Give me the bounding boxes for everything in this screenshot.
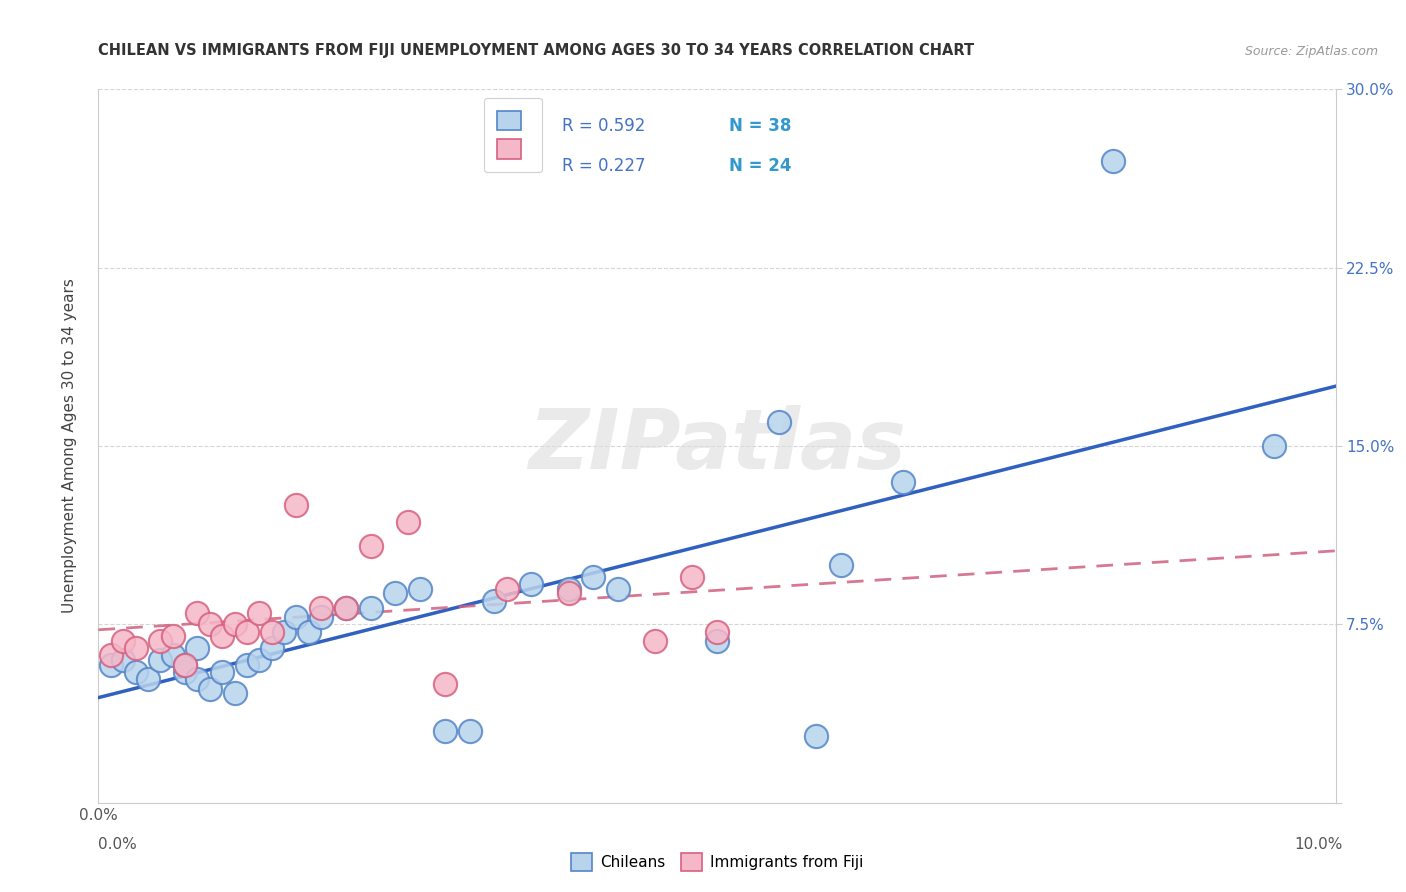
Point xyxy=(706,634,728,648)
Text: R = 0.227: R = 0.227 xyxy=(562,157,645,175)
Point xyxy=(186,672,208,686)
Point xyxy=(607,582,630,596)
Point xyxy=(458,724,481,739)
Point xyxy=(681,570,703,584)
Point xyxy=(247,606,270,620)
Point xyxy=(211,665,233,679)
Point xyxy=(162,648,184,663)
Point xyxy=(335,600,357,615)
Point xyxy=(520,577,543,591)
Text: 10.0%: 10.0% xyxy=(1295,837,1343,852)
Point xyxy=(112,653,135,667)
Point xyxy=(162,629,184,643)
Text: CHILEAN VS IMMIGRANTS FROM FIJI UNEMPLOYMENT AMONG AGES 30 TO 34 YEARS CORRELATI: CHILEAN VS IMMIGRANTS FROM FIJI UNEMPLOY… xyxy=(98,43,974,58)
Point xyxy=(236,624,259,639)
Point xyxy=(198,681,221,696)
Point xyxy=(186,641,208,656)
Point xyxy=(236,657,259,672)
Point xyxy=(149,634,172,648)
Point xyxy=(174,665,197,679)
Point xyxy=(335,600,357,615)
Point xyxy=(706,624,728,639)
Point xyxy=(309,610,332,624)
Point xyxy=(211,629,233,643)
Point xyxy=(273,624,295,639)
Point xyxy=(224,617,246,632)
Point xyxy=(557,586,579,600)
Point xyxy=(768,415,790,429)
Text: 0.0%: 0.0% xyxy=(98,837,138,852)
Point xyxy=(495,582,517,596)
Legend: Chileans, Immigrants from Fiji: Chileans, Immigrants from Fiji xyxy=(565,847,869,877)
Point xyxy=(260,624,283,639)
Point xyxy=(174,657,197,672)
Point xyxy=(224,686,246,700)
Text: Source: ZipAtlas.com: Source: ZipAtlas.com xyxy=(1244,45,1378,58)
Point xyxy=(124,665,146,679)
Point xyxy=(1263,439,1285,453)
Text: N = 24: N = 24 xyxy=(730,157,792,175)
Point xyxy=(891,475,914,489)
Text: R = 0.592: R = 0.592 xyxy=(562,118,645,136)
Point xyxy=(100,657,122,672)
Point xyxy=(360,539,382,553)
Point xyxy=(124,641,146,656)
Point xyxy=(557,582,579,596)
Point xyxy=(298,624,321,639)
Point xyxy=(433,677,456,691)
Point xyxy=(582,570,605,584)
Text: ZIPatlas: ZIPatlas xyxy=(529,406,905,486)
Point xyxy=(186,606,208,620)
Point xyxy=(644,634,666,648)
Point xyxy=(285,499,308,513)
Point xyxy=(433,724,456,739)
Point xyxy=(409,582,432,596)
Point xyxy=(804,729,827,743)
Point xyxy=(484,593,506,607)
Point xyxy=(247,653,270,667)
Point xyxy=(198,617,221,632)
Point xyxy=(396,515,419,529)
Y-axis label: Unemployment Among Ages 30 to 34 years: Unemployment Among Ages 30 to 34 years xyxy=(62,278,77,614)
Point xyxy=(136,672,159,686)
Point xyxy=(1102,153,1125,168)
Point xyxy=(149,653,172,667)
Point xyxy=(309,600,332,615)
Point xyxy=(830,558,852,572)
Point xyxy=(384,586,406,600)
Point xyxy=(260,641,283,656)
Point xyxy=(285,610,308,624)
Point xyxy=(112,634,135,648)
Point xyxy=(360,600,382,615)
Point xyxy=(100,648,122,663)
Text: N = 38: N = 38 xyxy=(730,118,792,136)
Point xyxy=(174,657,197,672)
